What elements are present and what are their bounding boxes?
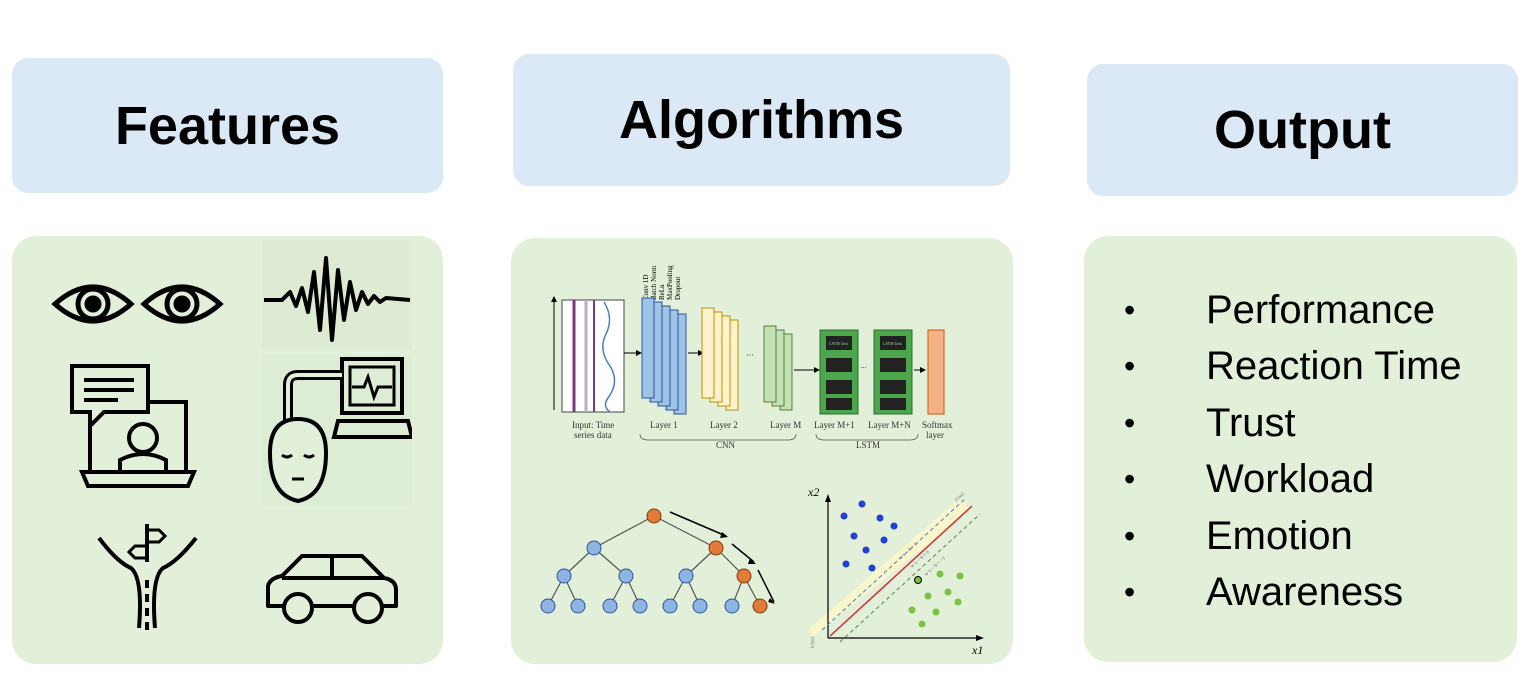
tree-node (662, 598, 678, 614)
car-icon (266, 554, 398, 624)
svm-point-blue (876, 514, 884, 522)
svm-point-blue (880, 536, 888, 544)
output-item: • Reaction Time (1120, 339, 1462, 396)
output-list: • Performance • Reaction Time • Trust • Work… (1120, 282, 1462, 621)
bullet-dot: • (1124, 517, 1136, 554)
layer-label: Layer M+N (868, 420, 911, 430)
layer-label: Softmax (922, 420, 953, 430)
output-item: • Emotion (1120, 508, 1462, 565)
svm-point-green (944, 588, 952, 596)
svm-point-blue (842, 560, 850, 568)
road-decision-icon (97, 524, 198, 630)
eye-tracking-icon (51, 284, 224, 324)
lstm-group-label: LSTM (856, 440, 880, 450)
cnn-layer-m (763, 325, 793, 411)
algorithms-header: Algorithms (513, 54, 1010, 186)
output-item-label: Trust (1206, 400, 1296, 445)
softmax-layer (927, 329, 945, 415)
conv-label-3: MaxPooling (666, 265, 674, 300)
layer-label: Layer M (770, 420, 801, 430)
output-panel (1084, 236, 1517, 662)
lstm-layer-mn (873, 329, 913, 415)
tree-node (556, 568, 572, 584)
cnn-layer-2 (701, 307, 739, 411)
conv-label-0: Conv 1D (642, 275, 650, 300)
conv-label-4: Dropout (674, 277, 682, 300)
svm-point-blue (858, 500, 866, 508)
tree-node-path (708, 540, 724, 556)
output-item: • Workload (1120, 452, 1462, 509)
lstm-unit-label: LSTM Unit (829, 341, 849, 346)
tree-node (602, 598, 618, 614)
conv-label-2: ReLu (658, 284, 666, 300)
layer-label: Layer 1 (650, 420, 678, 430)
svm-point-blue (868, 564, 876, 572)
decision-tree-diagram (540, 508, 775, 614)
svm-point-blue (850, 532, 858, 540)
svm-point-green (936, 570, 944, 578)
cnn-layer-1 (641, 297, 687, 415)
bullet-dot: • (1124, 574, 1136, 611)
output-item: • Trust (1120, 395, 1462, 452)
video-conference-icon (70, 364, 198, 488)
tree-node (618, 568, 634, 584)
layer-label: layer (926, 430, 944, 440)
svm-offset-label: b/||w|| (811, 636, 816, 648)
svm-margin-label: 2/||w|| (954, 492, 966, 503)
tree-node-path (752, 598, 768, 614)
svm-line-label: w·x − b = −1 (924, 556, 947, 578)
output-item-label: Emotion (1206, 513, 1353, 558)
output-item: • Performance (1120, 282, 1462, 339)
cnn-group-label: CNN (716, 440, 736, 450)
tree-node-path (646, 508, 662, 524)
conv-label-1: Batch Norm (650, 265, 658, 300)
svm-point-green (914, 576, 922, 584)
brain-monitor-icon (262, 355, 412, 505)
layer-label: Layer M+1 (814, 420, 855, 430)
tree-node (540, 598, 556, 614)
output-item: • Awareness (1120, 565, 1462, 622)
output-item-label: Awareness (1206, 570, 1404, 615)
svg-text:···: ··· (860, 364, 867, 372)
svm-point-blue (840, 512, 848, 520)
bullet-dot: • (1124, 291, 1136, 328)
tree-node (632, 598, 648, 614)
svm-point-green (924, 592, 932, 600)
output-item-label: Workload (1206, 457, 1375, 502)
svm-point-green (908, 606, 916, 614)
svm-point-blue (862, 546, 870, 554)
svm-x-axis-label: x1 (971, 643, 983, 657)
physiological-signal-icon (262, 240, 412, 350)
layer-label: series data (574, 430, 612, 440)
svm-point-green (956, 572, 964, 580)
features-header: Features (12, 58, 443, 193)
bullet-dot: • (1124, 404, 1136, 441)
tree-node (586, 540, 602, 556)
svm-point-green (918, 620, 926, 628)
svm-point-blue (890, 522, 898, 530)
lstm-layer-m1 (819, 329, 859, 415)
svm-diagram: x2 x1 w·x − b = 1 w·x − b = 0 w·x − b = … (807, 485, 984, 657)
layer-label: Input: Time (572, 420, 614, 430)
tree-node-path (736, 568, 752, 584)
output-item-label: Performance (1206, 287, 1435, 332)
tree-node (678, 568, 694, 584)
output-item-label: Reaction Time (1206, 344, 1462, 389)
tree-node (570, 598, 586, 614)
tree-node (692, 598, 708, 614)
bullet-dot: • (1124, 348, 1136, 385)
lstm-unit-label: LSTM Unit (883, 341, 903, 346)
svm-point-green (932, 608, 940, 616)
output-header: Output (1087, 64, 1518, 196)
cnn-lstm-diagram: Conv 1D Batch Norm ReLu MaxPooling Dropo… (551, 265, 953, 450)
svg-text:···: ··· (746, 351, 754, 360)
tree-node (724, 598, 740, 614)
svm-point-green (954, 598, 962, 606)
bullet-dot: • (1124, 461, 1136, 498)
layer-label: Layer 2 (710, 420, 738, 430)
svm-y-axis-label: x2 (807, 485, 819, 499)
